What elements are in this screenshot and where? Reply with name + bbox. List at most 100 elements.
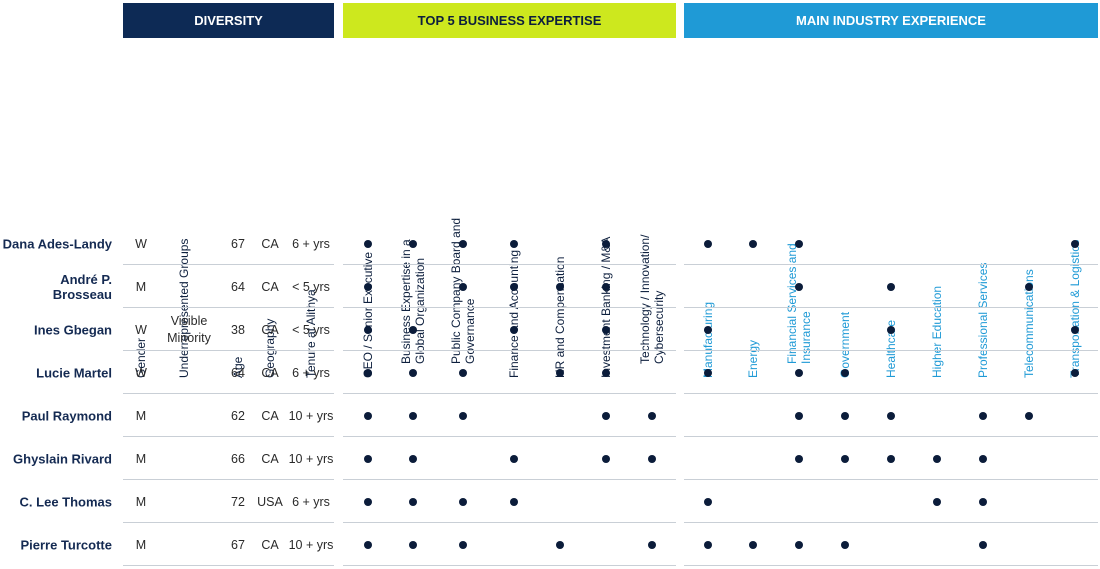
geography-cell: CA (261, 322, 279, 337)
diversity-header: DIVERSITY (123, 3, 334, 38)
expertise-dot (409, 411, 417, 420)
expertise-dot (602, 239, 610, 248)
row-divider (123, 264, 334, 265)
tenure-cell: < 5 yrs (292, 279, 330, 294)
geography-cell: CA (261, 408, 279, 423)
industry-dot (704, 239, 712, 248)
industry-dot (979, 411, 987, 420)
expertise-dot (364, 540, 372, 549)
industry-dot (704, 540, 712, 549)
industry-dot (795, 368, 803, 377)
row-divider (684, 565, 1098, 566)
age-cell: 38 (231, 322, 245, 337)
table-row: Lucie Martel W 64 CA 6 + yrs (0, 351, 1100, 394)
table-row: André P. Brosseau M 64 CA < 5 yrs (0, 265, 1100, 308)
industry-dot (704, 368, 712, 377)
director-name: Paul Raymond (21, 408, 112, 423)
director-name: C. Lee Thomas (19, 494, 112, 509)
underrepresented-line: Minority (167, 330, 211, 345)
row-divider (684, 307, 1098, 308)
industry-dot (795, 239, 803, 248)
expertise-dot (556, 282, 564, 291)
expertise-dot (364, 368, 372, 377)
expertise-dot (510, 282, 518, 291)
age-cell: 67 (231, 236, 245, 251)
director-name: Ines Gbegan (33, 322, 112, 337)
expertise-dot (409, 497, 417, 506)
expertise-dot (602, 282, 610, 291)
industry-dot (749, 239, 757, 248)
industry-dot (795, 282, 803, 291)
row-divider (123, 436, 334, 437)
table-row: Ines Gbegan W 38 CA < 5 yrs Visible Minority (0, 308, 1100, 351)
tenure-cell: 6 + yrs (292, 236, 330, 251)
row-divider (684, 350, 1098, 351)
expertise-dot (459, 540, 467, 549)
expertise-dot (556, 540, 564, 549)
row-divider (684, 264, 1098, 265)
age-cell: 67 (231, 537, 245, 552)
expertise-dot (459, 368, 467, 377)
industry-dot (979, 497, 987, 506)
industry-dot (841, 368, 849, 377)
row-divider (684, 522, 1098, 523)
gender-cell: M (135, 537, 147, 552)
table-row: Pierre Turcotte M 67 CA 10 + yrs (0, 523, 1100, 566)
row-divider (684, 479, 1098, 480)
industry-header: MAIN INDUSTRY EXPERIENCE (684, 3, 1098, 38)
industry-dot (704, 325, 712, 334)
director-name: Lucie Martel (36, 365, 112, 380)
table-row: Paul Raymond M 62 CA 10 + yrs (0, 394, 1100, 437)
row-divider (343, 479, 676, 480)
table-row: Ghyslain Rivard M 66 CA 10 + yrs (0, 437, 1100, 480)
gender-cell: M (135, 408, 147, 423)
industry-dot (887, 325, 895, 334)
geography-cell: CA (261, 365, 279, 380)
gender-cell: W (135, 365, 147, 380)
row-divider (684, 436, 1098, 437)
expertise-dot (364, 282, 372, 291)
expertise-dot (648, 454, 656, 463)
industry-dot (887, 282, 895, 291)
industry-dot (933, 497, 941, 506)
industry-dot (795, 454, 803, 463)
expertise-dot (364, 239, 372, 248)
industry-dot (1071, 368, 1079, 377)
row-divider (123, 479, 334, 480)
age-cell: 66 (231, 451, 245, 466)
expertise-dot (510, 239, 518, 248)
gender-cell: M (135, 494, 147, 509)
geography-cell: CA (261, 279, 279, 294)
table-row: Dana Ades-Landy W 67 CA 6 + yrs (0, 222, 1100, 265)
expertise-dot (602, 411, 610, 420)
expertise-dot (459, 411, 467, 420)
tenure-cell: 10 + yrs (288, 537, 334, 552)
gender-cell: M (135, 451, 147, 466)
expertise-dot (510, 497, 518, 506)
row-divider (343, 436, 676, 437)
age-cell: 64 (231, 365, 245, 380)
tenure-cell: 6 + yrs (292, 365, 330, 380)
industry-dot (1071, 239, 1079, 248)
expertise-dot (364, 454, 372, 463)
expertise-dot (602, 368, 610, 377)
underrepresented-cell: Visible Minority (167, 313, 211, 347)
age-cell: 72 (231, 494, 245, 509)
industry-dot (887, 411, 895, 420)
industry-dot (749, 540, 757, 549)
row-divider (123, 522, 334, 523)
industry-dot (1025, 282, 1033, 291)
expertise-dot (364, 325, 372, 334)
gender-cell: W (135, 322, 147, 337)
row-divider (343, 264, 676, 265)
expertise-dot (602, 325, 610, 334)
expertise-header: TOP 5 BUSINESS EXPERTISE (343, 3, 676, 38)
industry-dot (795, 540, 803, 549)
gender-cell: M (135, 279, 147, 294)
expertise-dot (364, 497, 372, 506)
row-divider (123, 565, 334, 566)
industry-dot (887, 454, 895, 463)
geography-cell: CA (261, 537, 279, 552)
geography-cell: USA (257, 494, 283, 509)
row-divider (343, 393, 676, 394)
